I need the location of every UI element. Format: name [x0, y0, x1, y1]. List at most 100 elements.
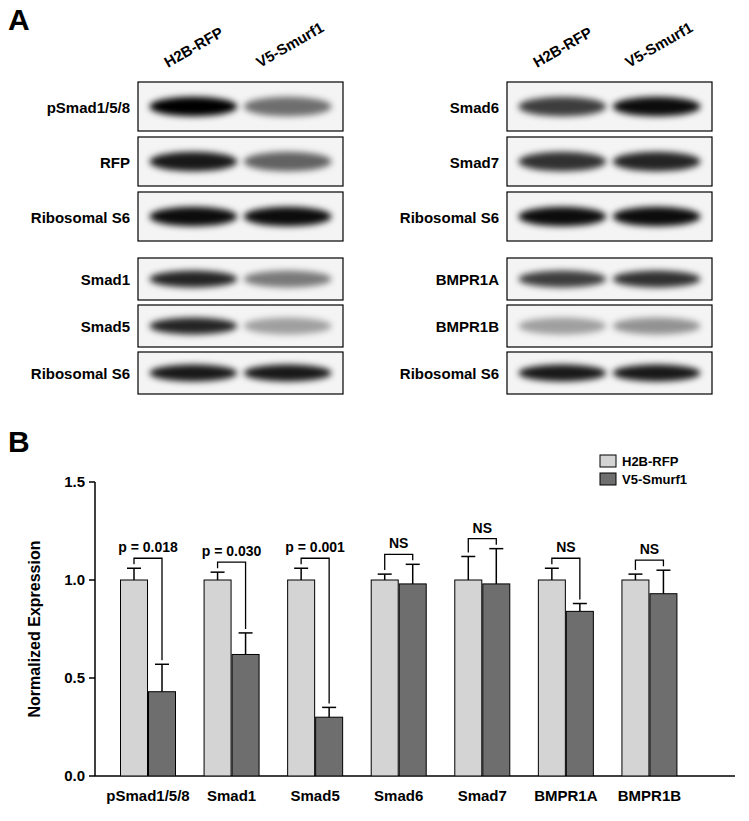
blot-band: [149, 271, 237, 288]
error-bar: [384, 574, 386, 580]
error-cap: [127, 567, 141, 569]
blot-box: [507, 137, 712, 186]
blot-band: [149, 207, 237, 227]
column-header: H2B-RFP: [530, 23, 595, 70]
bar: [483, 584, 510, 776]
error-cap: [573, 603, 587, 605]
significance-bracket: [635, 560, 663, 570]
error-cap: [406, 564, 420, 566]
error-bar: [217, 572, 219, 580]
bar: [121, 580, 148, 776]
error-cap: [656, 569, 670, 571]
bar: [204, 580, 231, 776]
y-tick: [89, 579, 95, 581]
bar: [149, 692, 176, 776]
y-tick-label: 1.5: [64, 473, 85, 490]
blot-band: [518, 97, 606, 117]
blot-box: [507, 305, 712, 347]
error-bar: [579, 604, 581, 612]
error-cap: [628, 573, 642, 575]
blot-band: [613, 365, 701, 382]
blot-box: [507, 82, 712, 131]
significance-bracket: [301, 558, 329, 703]
bar: [288, 580, 315, 776]
y-axis: [94, 482, 96, 776]
blot-box: [138, 137, 343, 186]
bar: [455, 580, 482, 776]
blot-band: [613, 318, 701, 335]
error-cap: [545, 567, 559, 569]
blot-band: [149, 318, 237, 335]
blot-box: [507, 258, 712, 300]
blot-box: [138, 258, 343, 300]
row-label: Smad1: [81, 271, 130, 288]
y-tick: [89, 775, 95, 777]
row-label: Ribosomal S6: [400, 365, 499, 382]
x-tick-label: BMPR1B: [618, 787, 682, 804]
y-axis-label: Normalized Expression: [26, 541, 43, 718]
blot-band: [244, 271, 332, 288]
significance-label: NS: [640, 541, 659, 557]
row-label: Smad5: [81, 318, 130, 335]
error-cap: [211, 571, 225, 573]
significance-bracket: [468, 539, 496, 553]
legend-swatch: [600, 455, 616, 467]
error-cap: [155, 664, 169, 666]
row-label: BMPR1B: [436, 318, 500, 335]
significance-label: p = 0.030: [202, 543, 262, 559]
blot-band: [518, 207, 606, 227]
y-tick-label: 0.5: [64, 669, 85, 686]
x-tick-label: Smad6: [374, 787, 423, 804]
error-cap: [378, 573, 392, 575]
significance-label: p = 0.001: [285, 539, 345, 555]
column-header: H2B-RFP: [161, 23, 226, 70]
row-label: Smad7: [450, 154, 499, 171]
y-tick: [89, 677, 95, 679]
significance-label: NS: [556, 539, 575, 555]
bar: [538, 580, 565, 776]
panel-label: B: [8, 425, 30, 458]
column-header: V5-Smurf1: [253, 18, 326, 70]
blot-box: [507, 192, 712, 241]
error-cap: [461, 556, 475, 558]
significance-label: p = 0.018: [118, 539, 178, 555]
panel-label: A: [8, 3, 30, 36]
significance-bracket: [218, 562, 246, 629]
x-tick-label: Smad5: [291, 787, 340, 804]
blot-band: [244, 152, 332, 172]
row-label: Smad6: [450, 99, 499, 116]
blot-box: [138, 192, 343, 241]
significance-bracket: [134, 558, 162, 660]
bar: [232, 654, 259, 776]
blot-band: [613, 271, 701, 288]
y-tick-label: 0.0: [64, 767, 85, 784]
bar: [622, 580, 649, 776]
row-label: pSmad1/5/8: [47, 99, 130, 116]
blot-band: [244, 365, 332, 382]
x-tick-label: pSmad1/5/8: [106, 787, 189, 804]
legend-swatch: [600, 473, 616, 485]
error-bar: [161, 664, 163, 691]
column-header: V5-Smurf1: [622, 18, 695, 70]
significance-bracket: [385, 554, 413, 570]
error-bar: [551, 568, 553, 580]
error-cap: [294, 567, 308, 569]
error-bar: [133, 568, 135, 580]
blot-band: [244, 207, 332, 227]
y-tick-label: 1.0: [64, 571, 85, 588]
blot-band: [518, 271, 606, 288]
plot-area: [121, 549, 677, 776]
blot-band: [149, 97, 237, 117]
bar: [650, 594, 677, 776]
bar: [566, 611, 593, 776]
blot-band: [518, 365, 606, 382]
blot-box: [138, 352, 343, 394]
bar: [371, 580, 398, 776]
row-label: BMPR1A: [436, 271, 500, 288]
blot-band: [518, 152, 606, 172]
legend-label: V5-Smurf1: [622, 472, 687, 487]
row-label: Ribosomal S6: [31, 365, 130, 382]
error-bar: [496, 549, 498, 584]
blot-box: [507, 352, 712, 394]
blot-box: [138, 305, 343, 347]
